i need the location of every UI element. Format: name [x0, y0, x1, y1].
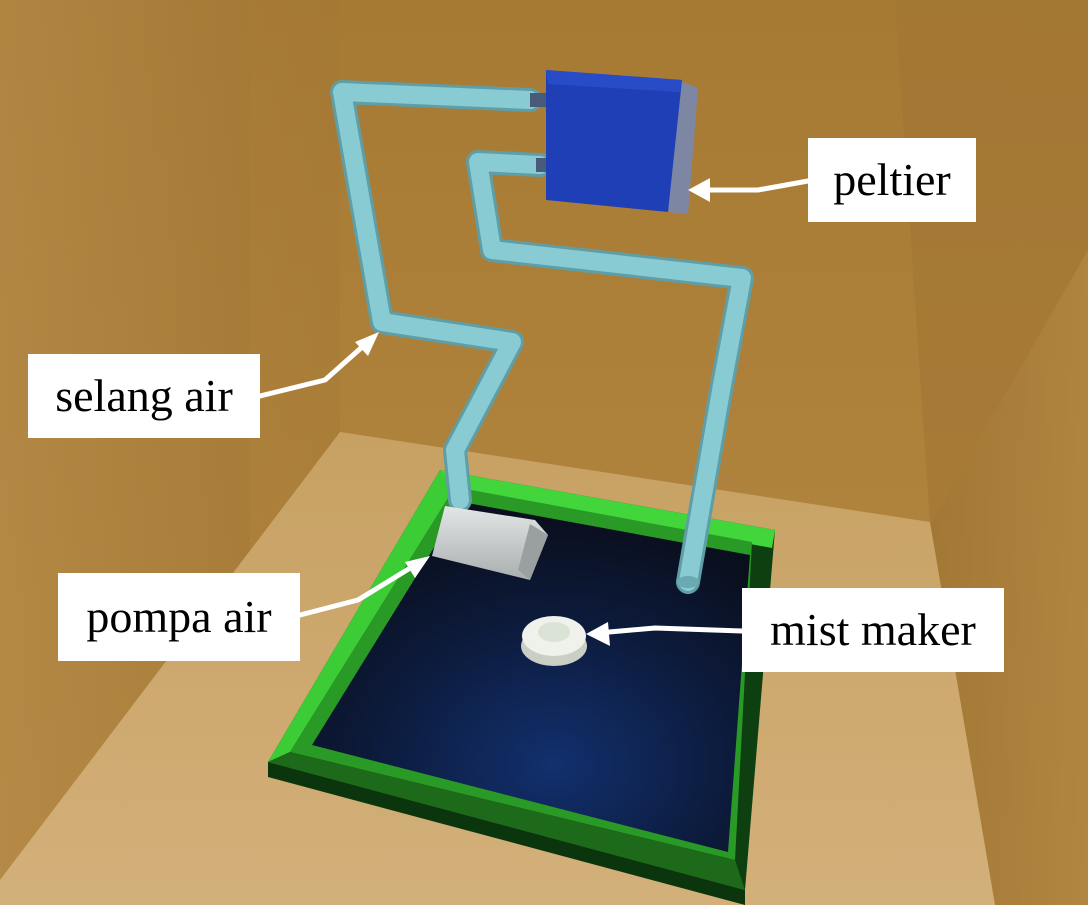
mist-arrow [595, 625, 745, 636]
peltier-module [530, 70, 698, 214]
peltier-label: peltier [808, 138, 976, 222]
water [312, 502, 750, 852]
pompa-arrow [297, 559, 423, 618]
selang-air-label: selang air [28, 354, 260, 438]
water-pump [432, 506, 548, 580]
arrow-heads [355, 178, 710, 646]
callout-arrows [257, 178, 811, 636]
peltier-arrow [697, 178, 811, 193]
water-hose [330, 80, 754, 594]
mist-maker-device [521, 616, 587, 666]
selang-arrow [257, 337, 373, 399]
mist-maker-label: mist maker [742, 588, 1004, 672]
pompa-air-label: pompa air [58, 573, 300, 661]
